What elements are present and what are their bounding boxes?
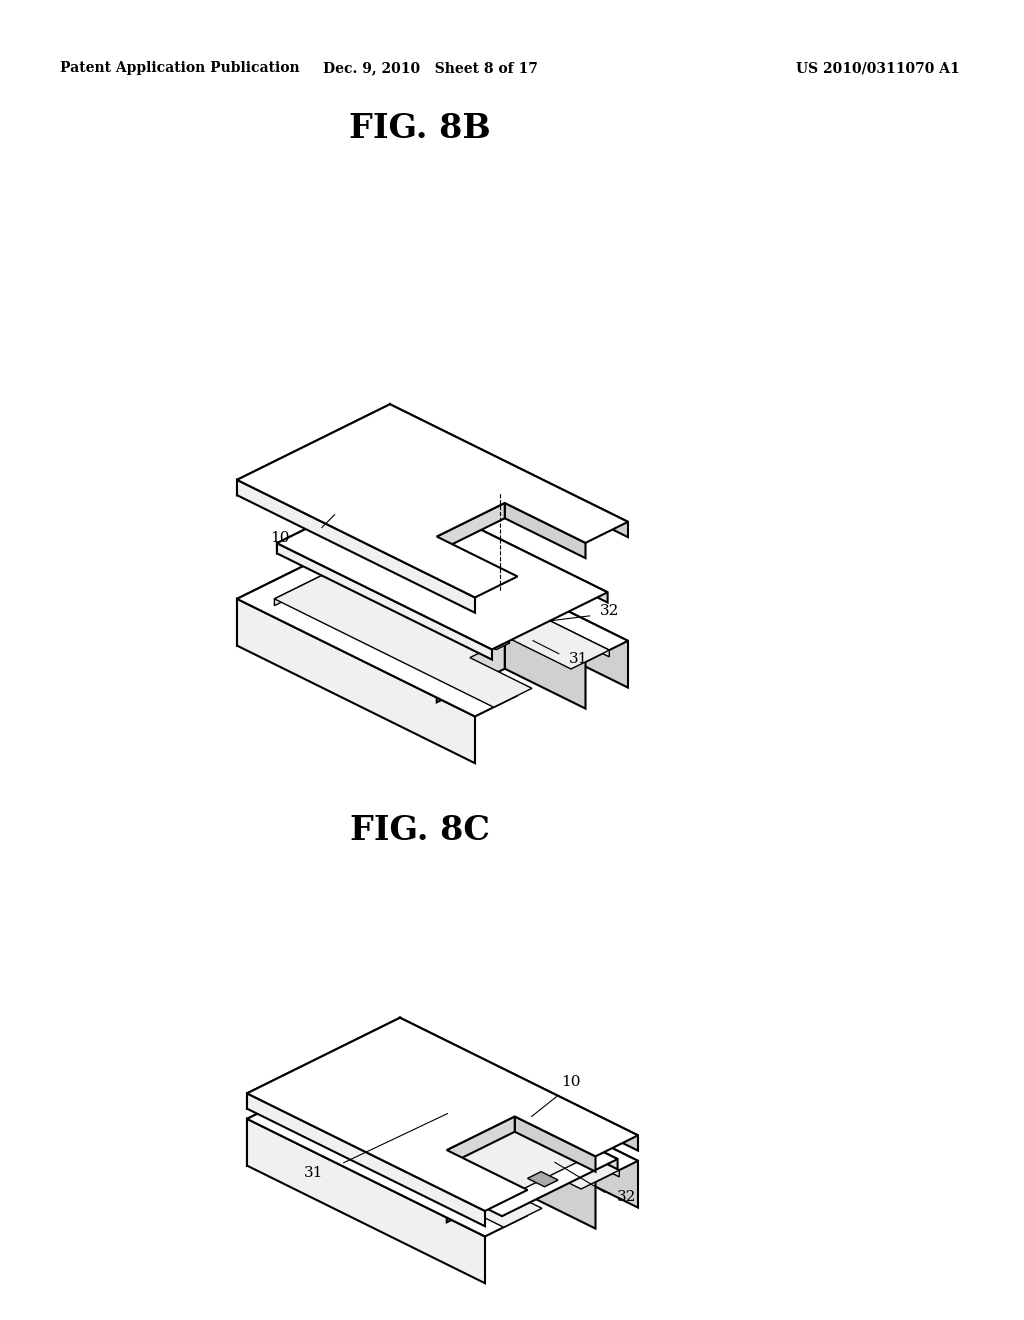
- Polygon shape: [316, 1068, 588, 1201]
- Polygon shape: [437, 622, 505, 702]
- Polygon shape: [515, 1117, 596, 1172]
- Polygon shape: [505, 622, 586, 709]
- Text: 31: 31: [304, 1166, 324, 1180]
- Text: 10: 10: [561, 1074, 581, 1089]
- Polygon shape: [400, 1043, 638, 1208]
- Polygon shape: [438, 614, 467, 628]
- Text: FIG. 8C: FIG. 8C: [350, 813, 489, 846]
- Polygon shape: [446, 1142, 515, 1222]
- Polygon shape: [400, 1018, 638, 1151]
- Text: Dec. 9, 2010   Sheet 8 of 17: Dec. 9, 2010 Sheet 8 of 17: [323, 61, 538, 75]
- Polygon shape: [237, 599, 475, 763]
- Polygon shape: [237, 480, 475, 612]
- Polygon shape: [237, 523, 390, 645]
- Polygon shape: [390, 404, 628, 537]
- Polygon shape: [287, 1053, 402, 1121]
- Polygon shape: [390, 541, 609, 657]
- Text: 32: 32: [616, 1191, 636, 1204]
- Polygon shape: [527, 1172, 558, 1187]
- Text: 32: 32: [600, 603, 620, 618]
- Polygon shape: [276, 543, 492, 660]
- Polygon shape: [274, 541, 609, 708]
- Polygon shape: [446, 1117, 515, 1166]
- Polygon shape: [247, 1043, 638, 1237]
- Polygon shape: [285, 1061, 620, 1228]
- Polygon shape: [247, 1043, 400, 1166]
- Polygon shape: [247, 1018, 638, 1210]
- Polygon shape: [481, 635, 510, 649]
- Text: US 2010/0311070 A1: US 2010/0311070 A1: [797, 61, 961, 75]
- Text: FIG. 8B: FIG. 8B: [349, 111, 490, 144]
- Polygon shape: [274, 541, 390, 606]
- Polygon shape: [247, 1018, 400, 1109]
- Polygon shape: [247, 1093, 485, 1226]
- Polygon shape: [515, 1142, 596, 1229]
- Polygon shape: [247, 1119, 485, 1283]
- Polygon shape: [276, 486, 392, 553]
- Polygon shape: [400, 1061, 620, 1177]
- Polygon shape: [237, 404, 628, 598]
- Text: 31: 31: [569, 652, 589, 665]
- Polygon shape: [390, 523, 628, 688]
- Text: Patent Application Publication: Patent Application Publication: [60, 61, 300, 75]
- Polygon shape: [392, 486, 607, 602]
- Polygon shape: [237, 523, 628, 717]
- Polygon shape: [402, 1053, 617, 1170]
- Text: 10: 10: [270, 531, 290, 545]
- Polygon shape: [287, 1053, 617, 1216]
- Polygon shape: [237, 404, 390, 495]
- Polygon shape: [276, 486, 607, 649]
- Polygon shape: [285, 1061, 400, 1126]
- Polygon shape: [505, 503, 586, 558]
- Polygon shape: [437, 503, 505, 552]
